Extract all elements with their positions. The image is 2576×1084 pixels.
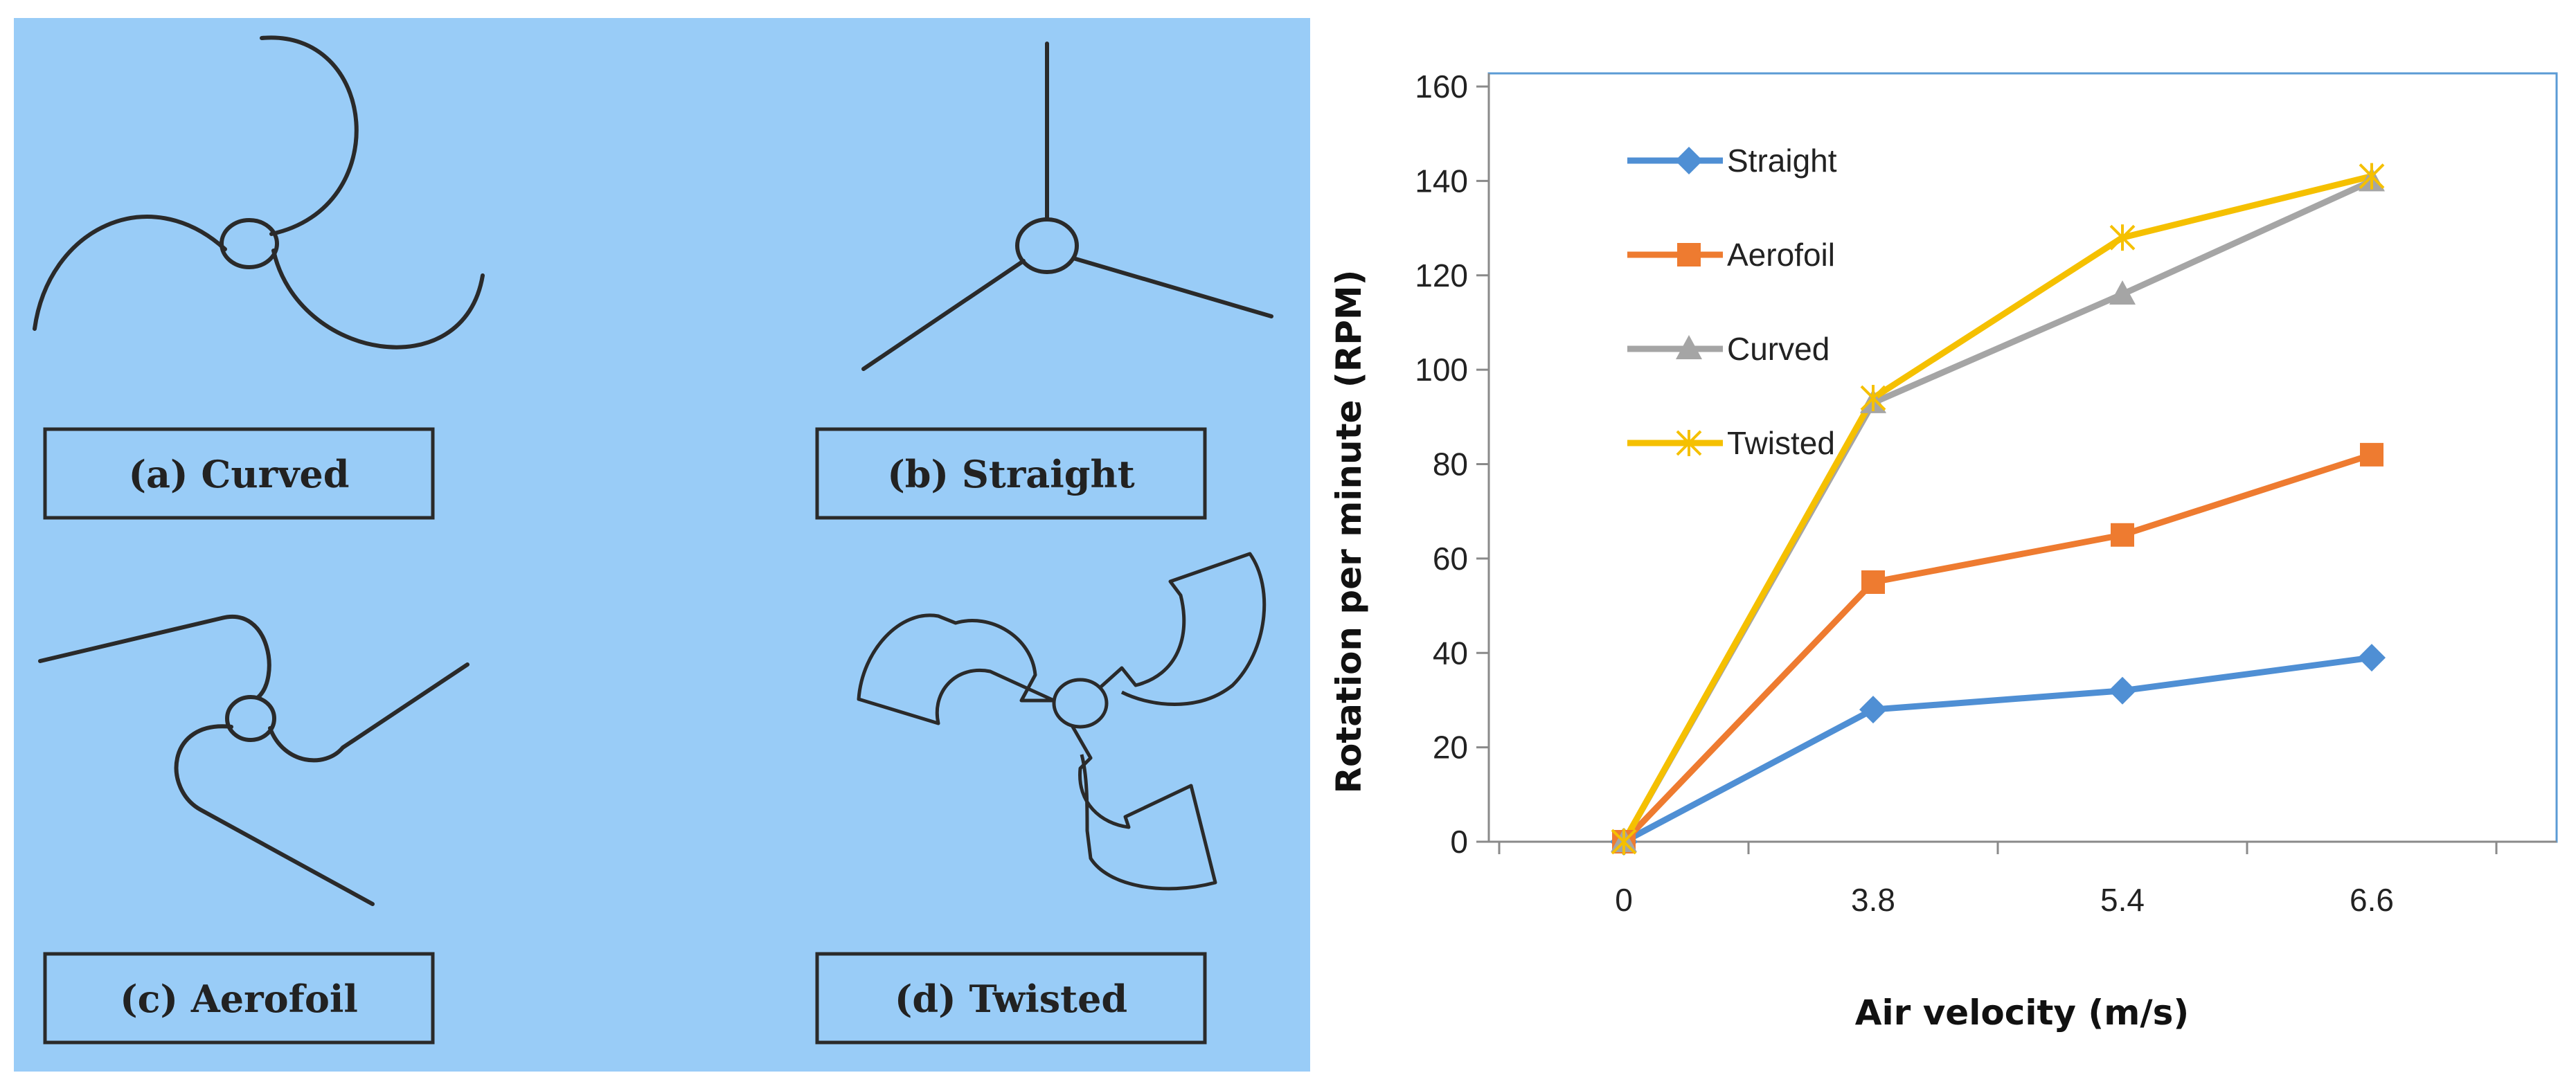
data-point-twisted [1860,385,1886,412]
legend-label: Aerofoil [1727,237,1835,273]
legend-label: Twisted [1727,425,1835,461]
y-tick-label: 100 [1415,352,1468,388]
data-point-straight [1859,696,1887,724]
data-point-twisted [2109,224,2136,251]
data-point-straight [2358,644,2386,672]
data-point-twisted [2359,163,2385,190]
y-tick-label: 160 [1415,69,1468,105]
legend-item-twisted: Twisted [1627,425,1835,461]
y-tick-label: 20 [1433,730,1468,766]
legend-item-aerofoil: Aerofoil [1627,237,1835,273]
aerofoil-blade-drawing [38,614,469,906]
y-tick-label: 140 [1415,163,1468,199]
legend-label: Curved [1727,331,1830,367]
series-line-aerofoil [1621,451,2373,844]
x-axis: 0 3.8 5.4 6.6 [1489,840,2557,918]
y-tick-label: 120 [1415,258,1468,293]
straight-blade-drawing [861,42,1273,371]
data-point-aerofoil [1861,570,1885,594]
data-point-aerofoil [2111,523,2134,547]
legend-label: Straight [1727,143,1837,179]
twisted-blade-drawing [857,552,1267,891]
legend-item-curved: Curved [1627,331,1830,367]
series-lines [1621,173,2373,844]
curved-blade-drawing [33,35,485,350]
aerofoil-label: (c) Aerofoil [120,977,358,1021]
y-axis-title: Rotation per minute (RPM) [1329,270,1369,794]
x-tick-label: 6.6 [2350,882,2394,918]
data-point-straight [2109,676,2136,705]
data-point-curved [2109,280,2136,305]
x-axis-title: Air velocity (m/s) [1855,993,2189,1033]
curved-label-box [43,427,435,520]
legend-item-straight: Straight [1627,143,1837,179]
data-point-twisted [1611,829,1637,855]
rpm-chart: 0 20 40 60 80 100 120 140 160 0 3.8 5.4 6.6 Straigh… [1329,69,2558,1033]
twisted-label: (d) Twisted [895,977,1127,1021]
x-tick-label: 5.4 [2100,882,2145,918]
straight-label: (b) Straight [887,452,1135,496]
legend-marker [1676,335,1702,359]
straight-label-box [815,427,1207,520]
aerofoil-label-box [43,952,435,1045]
series-line-twisted [1621,173,2373,844]
chart-legend: Straight Aerofoil Curved Twisted [1627,143,1837,461]
legend-marker [1676,430,1702,456]
blade-panel: (a) Curved (b) Straight (c) Aerofoil (d) [14,18,1310,1072]
y-axis: 0 20 40 60 80 100 120 140 160 [1415,69,1490,860]
plot-frame [1487,72,2558,843]
y-tick-label: 0 [1450,824,1468,860]
series-line-straight [1622,654,2372,844]
curved-label: (a) Curved [128,452,349,496]
series-markers [1610,163,2386,856]
y-tick-label: 80 [1433,446,1468,482]
blade-panel-background [14,18,1310,1072]
x-tick-label: 0 [1615,882,1633,918]
x-tick-label: 3.8 [1851,882,1895,918]
legend-marker [1675,147,1703,174]
twisted-label-box [815,952,1207,1045]
y-tick-label: 40 [1433,635,1468,671]
legend-marker [1677,243,1701,267]
data-point-aerofoil [2360,442,2383,467]
y-tick-label: 60 [1433,541,1468,577]
